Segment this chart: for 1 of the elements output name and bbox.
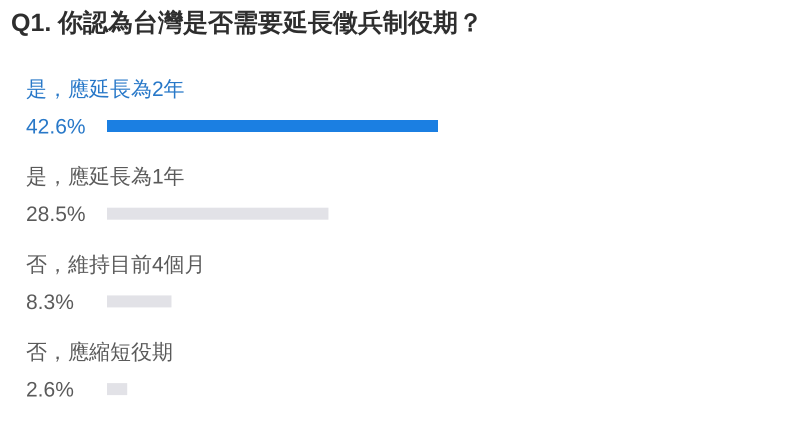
- title: Q1. 你認為台灣是否需要延長徵兵制役期？: [11, 9, 484, 37]
